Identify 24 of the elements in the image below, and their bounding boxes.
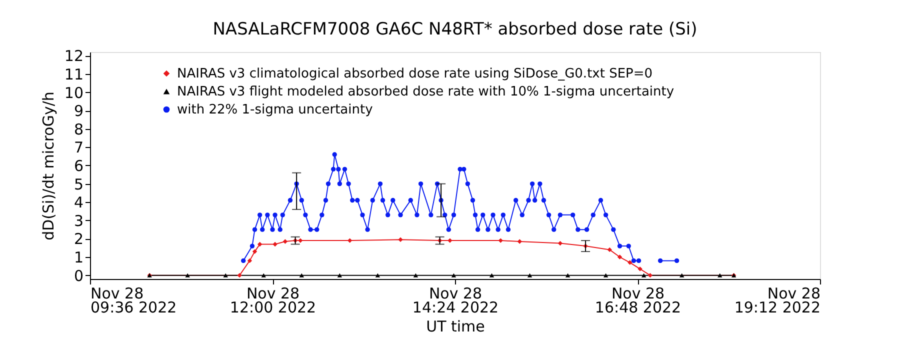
x-tick-label: Nov 28 19:12 2022 (734, 284, 820, 316)
y-tick-label: 2 (74, 230, 84, 248)
y-tick-label: 9 (74, 102, 84, 120)
y-tick-label: 1 (74, 248, 84, 267)
y-tick-label: 6 (74, 157, 84, 175)
y-tick-label: 5 (74, 175, 84, 194)
chart-title: NASALaRCFM7008 GA6C N48RT* absorbed dose rate (Si) (212, 20, 698, 40)
legend-label: NAIRAS v3 flight modeled absorbed dose rate with 10% 1-sigma uncertainty (177, 84, 674, 100)
y-tick-label: 0 (74, 266, 84, 285)
y-tick-label: 8 (74, 120, 84, 138)
y-tick-label: 12 (64, 47, 84, 66)
legend-label: with 22% 1-sigma uncertainty (177, 102, 374, 118)
x-tick-label: Nov 28 14:24 2022 (412, 284, 499, 316)
x-axis-title: UT time (426, 318, 485, 336)
y-tick-label: 3 (74, 212, 84, 230)
y-tick-label: 4 (74, 194, 84, 212)
legend-label: NAIRAS v3 climatological absorbed dose rate using SiDose_G0.txt SEP=0 (177, 66, 653, 82)
y-axis-title: dD(Si)/dt microGy/h (39, 92, 58, 240)
y-tick-label: 11 (64, 65, 84, 84)
x-tick-label: Nov 28 12:00 2022 (230, 284, 316, 316)
y-tick-label: 7 (74, 138, 84, 157)
y-tick-label: 10 (64, 84, 84, 102)
x-tick-label: Nov 28 09:36 2022 (90, 284, 177, 316)
x-tick-label: Nov 28 16:48 2022 (594, 284, 682, 316)
